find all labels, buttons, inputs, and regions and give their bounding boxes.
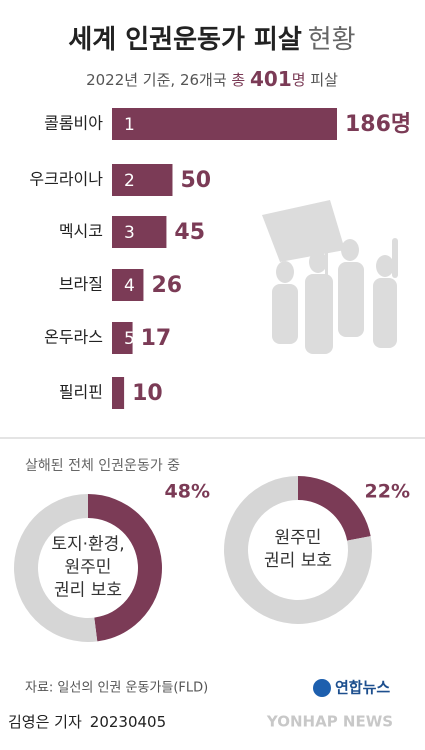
bar: [112, 322, 133, 354]
value-label: 26: [151, 273, 182, 298]
donut-heading: 살해된 전체 인권운동가 중: [25, 458, 180, 474]
source: 자료: 일선의 인권 운동가들(FLD): [25, 681, 208, 696]
bar: [112, 269, 144, 301]
category-label: 멕시코: [59, 222, 103, 241]
title-light: 현황: [308, 25, 356, 55]
value-label: 10: [132, 381, 163, 406]
title-main: 세계 인권운동가 피살: [68, 25, 301, 55]
rank-label: 6: [124, 384, 135, 404]
category-label: 우크라이나: [29, 170, 103, 189]
category-label: 콜롬비아: [44, 114, 103, 133]
silhouette: [262, 200, 398, 354]
value-label: 17: [141, 326, 172, 351]
bar: [112, 108, 337, 140]
category-label: 온두라스: [44, 328, 103, 347]
donut-segment: [224, 476, 372, 625]
value-label: 50: [180, 168, 211, 193]
value-label: 48%: [165, 481, 210, 503]
category-label: 필리핀: [59, 383, 103, 402]
value-label: 22%: [365, 481, 410, 503]
subtitle: 2022년 기준, 26개국 총 401명 피살: [86, 67, 338, 91]
donut-segment: [13, 494, 98, 642]
rank-label: 5: [124, 329, 135, 349]
subtitle-part: 총: [231, 71, 250, 89]
bar: [112, 377, 125, 409]
byline: 김영은 기자 20230405: [8, 713, 166, 731]
donut-segment: [88, 494, 162, 642]
bar: [112, 164, 173, 196]
bar: [112, 216, 167, 248]
donut-segment: [298, 476, 371, 541]
logo: 연합뉴스: [335, 679, 390, 697]
watermark: YONHAP NEWS: [266, 713, 393, 731]
subtitle-number: 401: [250, 67, 292, 91]
rank-label: 2: [124, 171, 135, 191]
reporter: 김영은 기자: [8, 713, 82, 731]
subtitle-part: 피살: [306, 71, 339, 89]
rank-label: 4: [124, 276, 135, 296]
subtitle-part: 명: [292, 71, 306, 89]
rank-label: 3: [124, 223, 135, 243]
subtitle-part: 2022년 기준, 26개국: [86, 71, 231, 89]
value-label: 45: [174, 220, 205, 245]
center-label: 토지·환경, 원주민 권리 보호: [51, 534, 125, 601]
rank-label: 1: [124, 115, 135, 135]
category-label: 브라질: [59, 275, 103, 294]
date: 20230405: [90, 713, 166, 731]
logo-mark: [313, 679, 331, 697]
value-label: 186명: [345, 112, 411, 137]
center-label: 원주민 권리 보호: [264, 528, 332, 571]
title: 세계 인권운동가 피살 현황: [68, 25, 355, 55]
